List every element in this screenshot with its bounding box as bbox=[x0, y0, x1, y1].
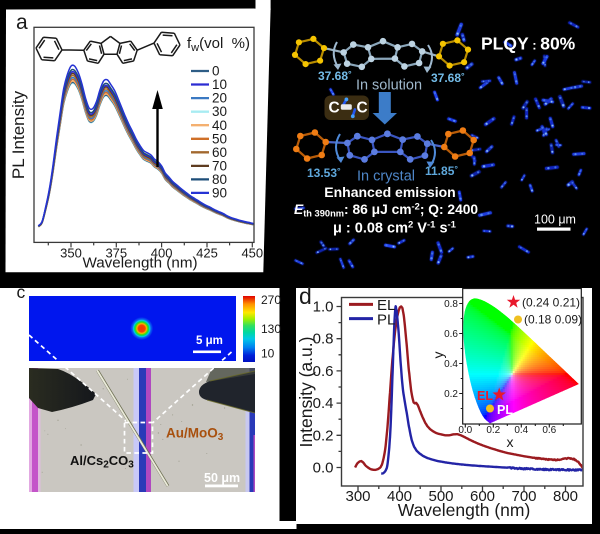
svg-text:37.68°: 37.68° bbox=[431, 71, 465, 85]
svg-text:Al/Cs2CO3: Al/Cs2CO3 bbox=[70, 453, 134, 471]
svg-text:800: 800 bbox=[553, 488, 578, 505]
svg-text:0.4: 0.4 bbox=[514, 425, 528, 436]
svg-text:375: 375 bbox=[105, 246, 127, 261]
svg-text:d: d bbox=[299, 283, 312, 309]
svg-text:300: 300 bbox=[345, 488, 370, 505]
svg-text:80: 80 bbox=[212, 172, 227, 187]
svg-text:13.53°: 13.53° bbox=[307, 166, 341, 180]
svg-text:0: 0 bbox=[212, 64, 220, 79]
svg-text:EL: EL bbox=[377, 297, 395, 314]
svg-text:Enhanced emission: Enhanced emission bbox=[324, 184, 455, 200]
svg-text:c: c bbox=[17, 282, 26, 302]
svg-text:1.0: 1.0 bbox=[313, 299, 334, 316]
svg-text:400: 400 bbox=[151, 246, 173, 261]
svg-text:PLQY : 80%: PLQY : 80% bbox=[481, 34, 576, 54]
svg-text:0.2: 0.2 bbox=[486, 425, 500, 436]
svg-text:Wavelength (nm): Wavelength (nm) bbox=[398, 500, 531, 520]
svg-text:50 μm: 50 μm bbox=[204, 471, 240, 485]
svg-text:In solution: In solution bbox=[356, 78, 422, 94]
svg-text:10: 10 bbox=[261, 347, 275, 361]
svg-text:0.4: 0.4 bbox=[313, 395, 334, 412]
svg-text:40: 40 bbox=[212, 118, 227, 133]
svg-text:10: 10 bbox=[212, 77, 227, 92]
svg-text:600: 600 bbox=[470, 488, 495, 505]
svg-text:C: C bbox=[329, 100, 340, 117]
svg-text:70: 70 bbox=[212, 159, 227, 174]
svg-text:350: 350 bbox=[60, 246, 82, 261]
svg-text:PL: PL bbox=[377, 312, 395, 329]
svg-text:90: 90 bbox=[212, 186, 227, 201]
svg-text:Au/MoO3: Au/MoO3 bbox=[166, 426, 224, 444]
svg-text:0.0: 0.0 bbox=[458, 425, 472, 436]
svg-text:50: 50 bbox=[212, 131, 227, 146]
svg-text:In crystal: In crystal bbox=[357, 169, 415, 185]
svg-text:700: 700 bbox=[511, 488, 536, 505]
svg-text:Wavelength (nm): Wavelength (nm) bbox=[82, 255, 197, 272]
svg-text:0.2: 0.2 bbox=[444, 389, 458, 400]
svg-text:500: 500 bbox=[428, 488, 453, 505]
svg-text:0.6: 0.6 bbox=[542, 425, 556, 436]
svg-text:400: 400 bbox=[387, 488, 412, 505]
svg-text:Intensity (a.u.): Intensity (a.u.) bbox=[296, 337, 316, 448]
svg-text:130: 130 bbox=[261, 322, 281, 336]
svg-text:EL: EL bbox=[477, 389, 493, 403]
svg-text:5 μm: 5 μm bbox=[196, 335, 223, 347]
svg-text:a: a bbox=[16, 11, 28, 34]
svg-text:20: 20 bbox=[212, 91, 227, 106]
svg-text:0.0: 0.0 bbox=[313, 460, 334, 477]
svg-text:60: 60 bbox=[212, 145, 227, 160]
svg-text:425: 425 bbox=[196, 246, 218, 261]
svg-text:μ : 0.08 cm2 V-1 s-1: μ : 0.08 cm2 V-1 s-1 bbox=[333, 220, 457, 237]
svg-text:11.85°: 11.85° bbox=[425, 164, 458, 178]
svg-text:0.8: 0.8 bbox=[444, 299, 458, 310]
svg-text:C: C bbox=[357, 100, 368, 117]
svg-text:0.2: 0.2 bbox=[313, 427, 334, 444]
svg-text:y: y bbox=[430, 352, 446, 359]
svg-text:0.4: 0.4 bbox=[444, 359, 458, 370]
svg-text:Eth 390nm: 86 μJ cm-2; Q: 2400: Eth 390nm: 86 μJ cm-2; Q: 2400 bbox=[294, 202, 478, 219]
svg-text:0.6: 0.6 bbox=[313, 363, 334, 380]
svg-text:30: 30 bbox=[212, 104, 227, 119]
svg-text:fw(vol %): fw(vol %) bbox=[187, 35, 250, 54]
svg-text:37.68°: 37.68° bbox=[318, 69, 352, 83]
svg-text:0.6: 0.6 bbox=[444, 329, 458, 340]
svg-text:(0.24 0.21): (0.24 0.21) bbox=[522, 296, 580, 310]
svg-text:PL Intensity: PL Intensity bbox=[9, 90, 28, 179]
svg-text:450: 450 bbox=[241, 246, 263, 261]
svg-text:PL: PL bbox=[497, 403, 513, 417]
svg-text:270: 270 bbox=[261, 293, 281, 307]
svg-text:(0.18 0.09): (0.18 0.09) bbox=[524, 313, 582, 327]
svg-text:100 μm: 100 μm bbox=[534, 213, 576, 227]
svg-text:x: x bbox=[507, 434, 514, 450]
svg-text:0.8: 0.8 bbox=[313, 331, 334, 348]
